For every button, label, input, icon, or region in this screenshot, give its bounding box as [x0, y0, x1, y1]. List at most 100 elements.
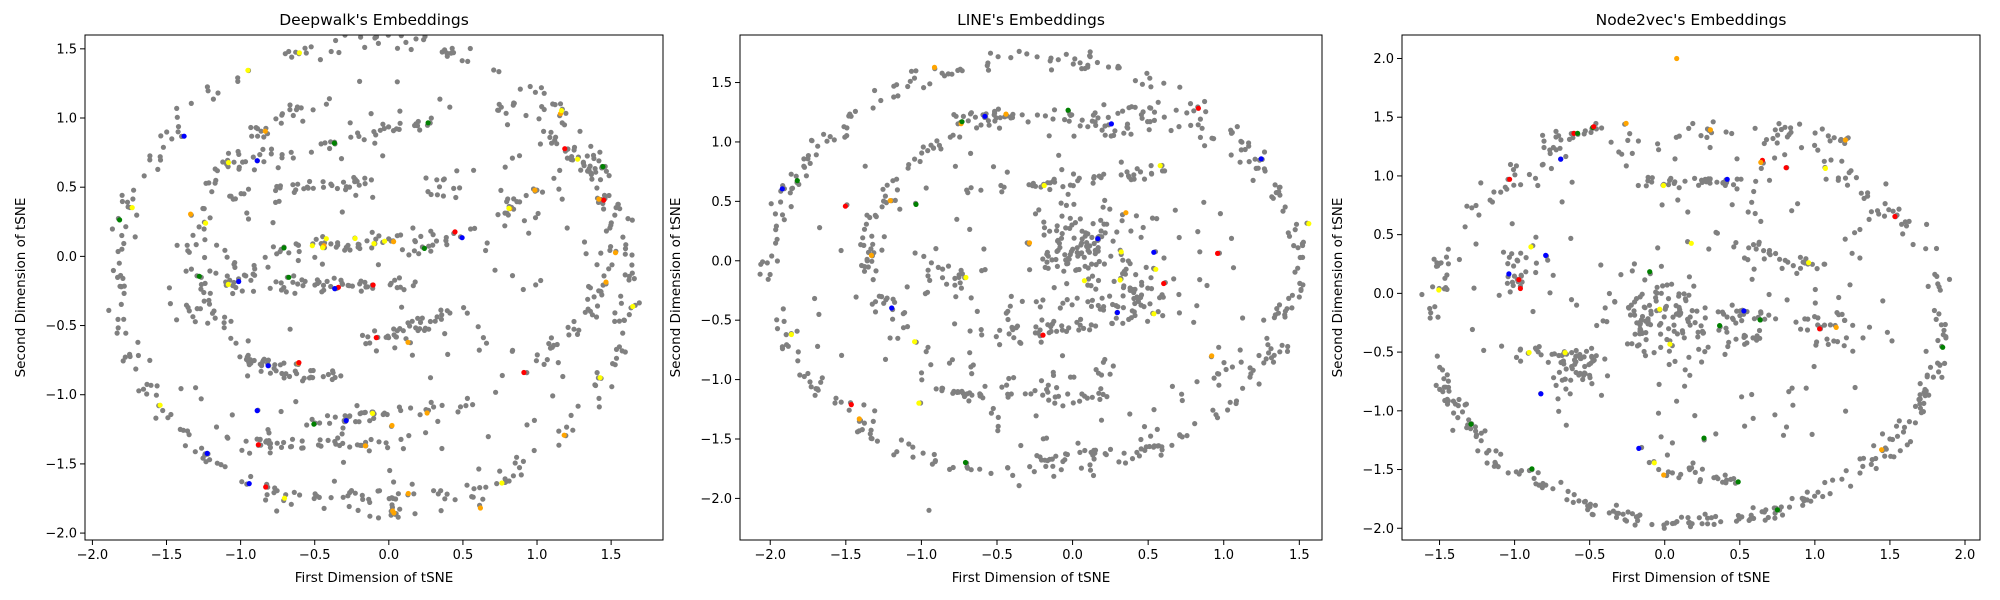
scatter-point	[968, 110, 975, 116]
scatter-point	[570, 427, 576, 433]
scatter-point	[1697, 477, 1703, 483]
y-tick-label: 0.5	[711, 195, 732, 210]
scatter-point	[228, 318, 234, 324]
scatter-point	[1526, 349, 1532, 356]
scatter-point	[1082, 65, 1088, 72]
scatter-point	[270, 220, 276, 226]
scatter-point	[1779, 512, 1786, 518]
scatter-point	[1543, 252, 1549, 258]
scatter-point	[541, 128, 547, 134]
scatter-point	[1149, 215, 1156, 221]
y-tick-label: 0.0	[711, 254, 732, 269]
scatter-point	[1681, 335, 1687, 341]
scatter-point	[212, 180, 218, 186]
scatter-point	[589, 176, 595, 182]
scatter-point	[1505, 470, 1511, 476]
scatter-point	[1643, 183, 1649, 189]
scatter-point	[375, 40, 381, 47]
scatter-point	[1067, 182, 1073, 188]
scatter-point	[1883, 181, 1889, 187]
scatter-point	[562, 146, 568, 152]
scatter-point	[1188, 122, 1194, 128]
scatter-point	[1917, 392, 1923, 398]
scatter-point	[212, 315, 218, 321]
scatter-point	[245, 373, 251, 379]
scatter-point	[1724, 314, 1730, 320]
scatter-point	[939, 70, 945, 76]
scatter-point	[1722, 472, 1728, 478]
scatter-point	[978, 187, 984, 193]
scatter-point	[1047, 186, 1053, 193]
scatter-point	[201, 298, 207, 304]
scatter-point	[1089, 261, 1095, 267]
x-tick-label: −1.0	[906, 548, 938, 563]
scatter-point	[317, 57, 323, 63]
scatter-point	[1943, 334, 1949, 340]
scatter-point	[438, 316, 444, 322]
scatter-point	[258, 128, 264, 134]
scatter-point	[1848, 483, 1854, 489]
scatter-point	[1761, 248, 1767, 254]
scatter-point	[278, 444, 285, 450]
scatter-point	[1649, 175, 1655, 181]
scatter-point	[794, 178, 800, 184]
scatter-point	[245, 67, 251, 73]
scatter-point	[997, 327, 1003, 333]
scatter-point	[1289, 305, 1295, 311]
scatter-point	[310, 107, 316, 113]
scatter-point	[434, 314, 440, 320]
scatter-point	[873, 268, 879, 274]
scatter-point	[1048, 67, 1055, 73]
scatter-point	[1177, 84, 1183, 90]
scatter-point	[1138, 436, 1144, 443]
scatter-point	[224, 273, 230, 279]
scatter-point	[236, 166, 242, 172]
scatter-point	[1669, 440, 1675, 446]
scatter-point	[538, 277, 544, 284]
scatter-point	[1215, 371, 1221, 377]
scatter-point	[399, 304, 405, 310]
scatter-point	[267, 370, 273, 376]
scatter-point	[1061, 268, 1067, 274]
scatter-point	[1139, 115, 1145, 121]
scatter-point	[1444, 372, 1450, 378]
scatter-point	[1160, 313, 1166, 319]
scatter-point	[237, 354, 243, 360]
scatter-point	[1738, 176, 1744, 182]
scatter-point	[1140, 224, 1146, 231]
scatter-point	[1064, 297, 1070, 303]
scatter-point	[1825, 341, 1831, 347]
scatter-point	[517, 86, 523, 92]
scatter-point	[1197, 249, 1203, 255]
scatter-point	[1202, 98, 1208, 105]
scatter-point	[1114, 309, 1120, 316]
scatter-point	[375, 488, 381, 494]
scatter-point	[1004, 382, 1010, 388]
scatter-point	[1903, 223, 1910, 229]
scatter-point	[894, 187, 901, 193]
scatter-point	[174, 242, 180, 248]
scatter-point	[1089, 297, 1095, 303]
scatter-point	[299, 438, 305, 444]
scatter-point	[950, 132, 956, 138]
scatter-point	[510, 206, 517, 212]
scatter-point	[594, 303, 601, 309]
scatter-point	[1731, 244, 1737, 250]
scatter-point	[155, 166, 161, 172]
scatter-point	[358, 288, 364, 294]
scatter-point	[1669, 470, 1675, 476]
scatter-point	[408, 46, 414, 53]
scatter-point	[331, 275, 337, 281]
scatter-point	[964, 391, 970, 397]
scatter-point	[480, 496, 486, 502]
scatter-point	[1081, 254, 1087, 260]
scatter-point	[475, 324, 481, 330]
scatter-points	[1419, 55, 1953, 531]
scatter-point	[318, 141, 324, 147]
scatter-point	[1051, 285, 1057, 291]
scatter-point	[1077, 216, 1083, 222]
scatter-point	[1568, 377, 1574, 383]
scatter-point	[1887, 436, 1893, 442]
scatter-point	[601, 206, 607, 212]
scatter-point	[1285, 343, 1291, 350]
